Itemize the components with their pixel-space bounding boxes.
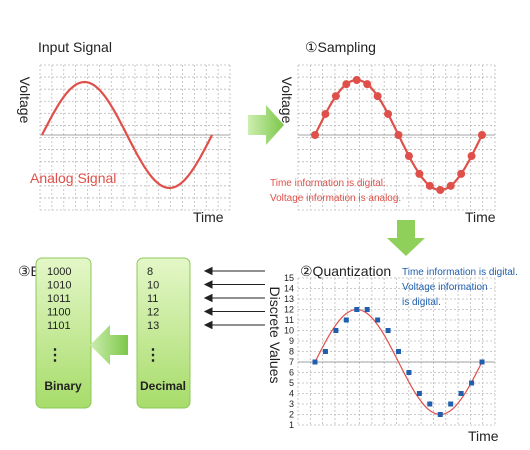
quantization-xlabel: Time [468,428,499,444]
pointer-arrow [203,280,265,289]
sample-point [457,169,466,178]
decimal-value: 8 [147,266,153,278]
quantization-note: is digital. [402,297,441,308]
y-tick-label: 13 [284,294,294,304]
sample-point [342,80,351,89]
y-tick-label: 7 [289,357,294,367]
arrow-down [387,220,425,256]
y-tick-label: 4 [289,389,294,399]
binary-value: 1011 [47,293,71,305]
quantization-ylabel: Discrete Values [267,286,283,383]
sample-point [425,181,434,190]
quantized-point [333,328,339,333]
quantized-point [406,370,412,375]
sampling-xlabel: Time [465,209,496,225]
sample-point [352,76,361,84]
y-tick-label: 3 [289,399,294,409]
quantized-point [343,317,349,323]
sample-point [404,152,413,161]
quantized-point [458,391,464,396]
quantized-point [364,307,370,312]
y-tick-label: 11 [285,315,294,325]
input-ylabel: Voltage [17,77,33,124]
pointer-arrow [203,266,265,276]
binary-value: 1000 [47,266,71,278]
decimal-value: 12 [147,307,159,319]
sample-point [384,109,393,118]
sampling-ylabel: Voltage [279,77,295,124]
pointer-arrow [203,307,265,316]
quantized-point [437,412,443,417]
y-tick-label: 1 [289,420,294,430]
binary-value: 1010 [47,280,71,292]
y-tick-label: 12 [284,305,294,315]
arrow-left [90,325,128,365]
quantized-point [427,401,433,407]
quantized-point [416,391,422,396]
decimal-more: ⋮ [145,347,161,364]
quantized-point [385,328,391,333]
quantized-point [375,317,381,323]
decimal-value: 11 [147,293,158,305]
arrow-right [248,105,284,145]
decimal-value: 10 [147,280,159,292]
quantization-note: Voltage information [402,282,488,293]
y-tick-label: 14 [284,284,294,294]
binary-more: ⋮ [47,347,63,364]
quantized-point [469,380,475,386]
sample-point [467,152,476,161]
analog-curve [41,80,213,190]
quantized-point [322,349,328,354]
decimal-value: 13 [147,320,159,332]
sample-point [446,181,455,190]
sample-point [415,169,424,178]
sample-point [373,92,382,101]
input-title: Input Signal [38,39,112,55]
sample-point [331,92,340,101]
quantized-point [354,307,360,312]
quantization-note: Time information is digital. [402,267,518,278]
y-tick-label: 6 [289,368,294,378]
quantization-title: ②Quantization [300,263,391,279]
quantized-point [312,359,318,365]
pointer-arrow [203,293,265,303]
quantized-point [479,359,485,365]
y-tick-label: 9 [289,336,294,346]
binary-value: 1101 [47,320,71,332]
sample-point [363,80,372,89]
sample-point [478,131,486,139]
sample-point [311,131,319,139]
y-tick-label: 8 [289,347,294,357]
pointer-arrow [203,320,265,330]
quantized-point [448,401,454,407]
sample-point [436,186,445,194]
y-tick-label: 5 [289,378,294,388]
decimal-label: Decimal [140,379,186,393]
quantized-point [396,349,401,354]
y-tick-label: 2 [289,410,294,420]
sample-point [394,131,403,139]
binary-box [35,257,92,409]
binary-label: Binary [44,379,82,393]
binary-value: 1100 [47,307,71,319]
input-xlabel: Time [193,209,224,225]
curve-label: Analog Signal [30,170,116,186]
y-tick-label: 15 [284,273,294,283]
y-tick-label: 10 [284,326,294,336]
analog-curve [314,308,483,416]
sampling-note: Time information is digital. [270,178,386,189]
sampling-title: ①Sampling [305,39,376,55]
decimal-box [136,257,191,409]
sample-point [321,109,330,118]
sampling-note: Voltage information is analog. [270,193,401,204]
